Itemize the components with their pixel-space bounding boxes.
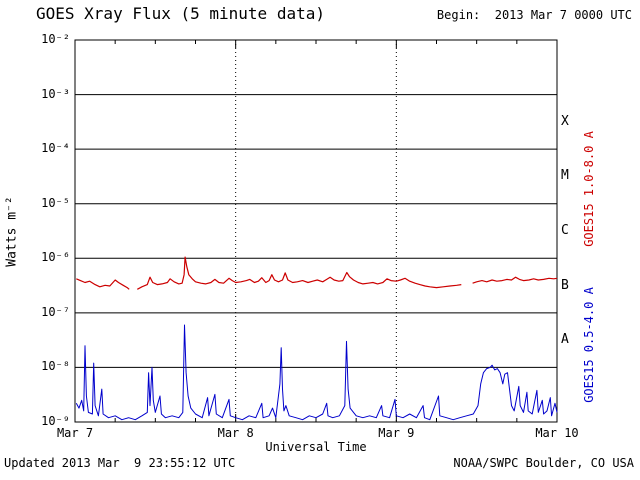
updated-timestamp: Updated 2013 Mar 9 23:55:12 UTC <box>4 456 236 470</box>
y-tick-label: 10⁻⁴ <box>41 141 70 156</box>
y-tick-label: 10⁻⁵ <box>41 195 70 210</box>
y-tick-label: 10⁻³ <box>41 86 70 101</box>
x-tick-label: Mar 9 <box>378 426 415 440</box>
x-tick-label: Mar 8 <box>217 426 254 440</box>
y-tick-label: 10⁻⁶ <box>41 250 70 265</box>
series-goes15-1-0-8-0-a <box>76 256 558 290</box>
x-axis-label: Universal Time <box>265 440 367 454</box>
credit-label: NOAA/SWPC Boulder, CO USA <box>453 456 634 470</box>
flux-class-letter-b: B <box>561 277 569 293</box>
flux-class-letter-a: A <box>561 332 569 348</box>
x-tick-label: Mar 7 <box>56 426 94 440</box>
channel-label-short: GOES15 0.5-4.0 A <box>582 286 596 403</box>
flux-class-letter-m: M <box>561 168 569 184</box>
y-axis-label: Watts m⁻² <box>4 196 20 267</box>
x-tick-label: Mar 10 <box>535 426 579 440</box>
y-tick-label: 10⁻² <box>41 32 70 46</box>
y-tick-label: 10⁻⁹ <box>41 414 70 428</box>
series-goes15-0-5-4-0-a <box>75 324 558 421</box>
begin-timestamp: Begin: 2013 Mar 7 0000 UTC <box>436 8 632 22</box>
y-tick-label: 10⁻⁸ <box>41 359 70 374</box>
y-tick-label: 10⁻⁷ <box>41 304 70 319</box>
chart-title: GOES Xray Flux (5 minute data) <box>36 4 325 23</box>
flux-class-letter-x: X <box>561 113 569 129</box>
plot-frame <box>74 39 558 423</box>
flux-class-letter-c: C <box>561 223 569 238</box>
